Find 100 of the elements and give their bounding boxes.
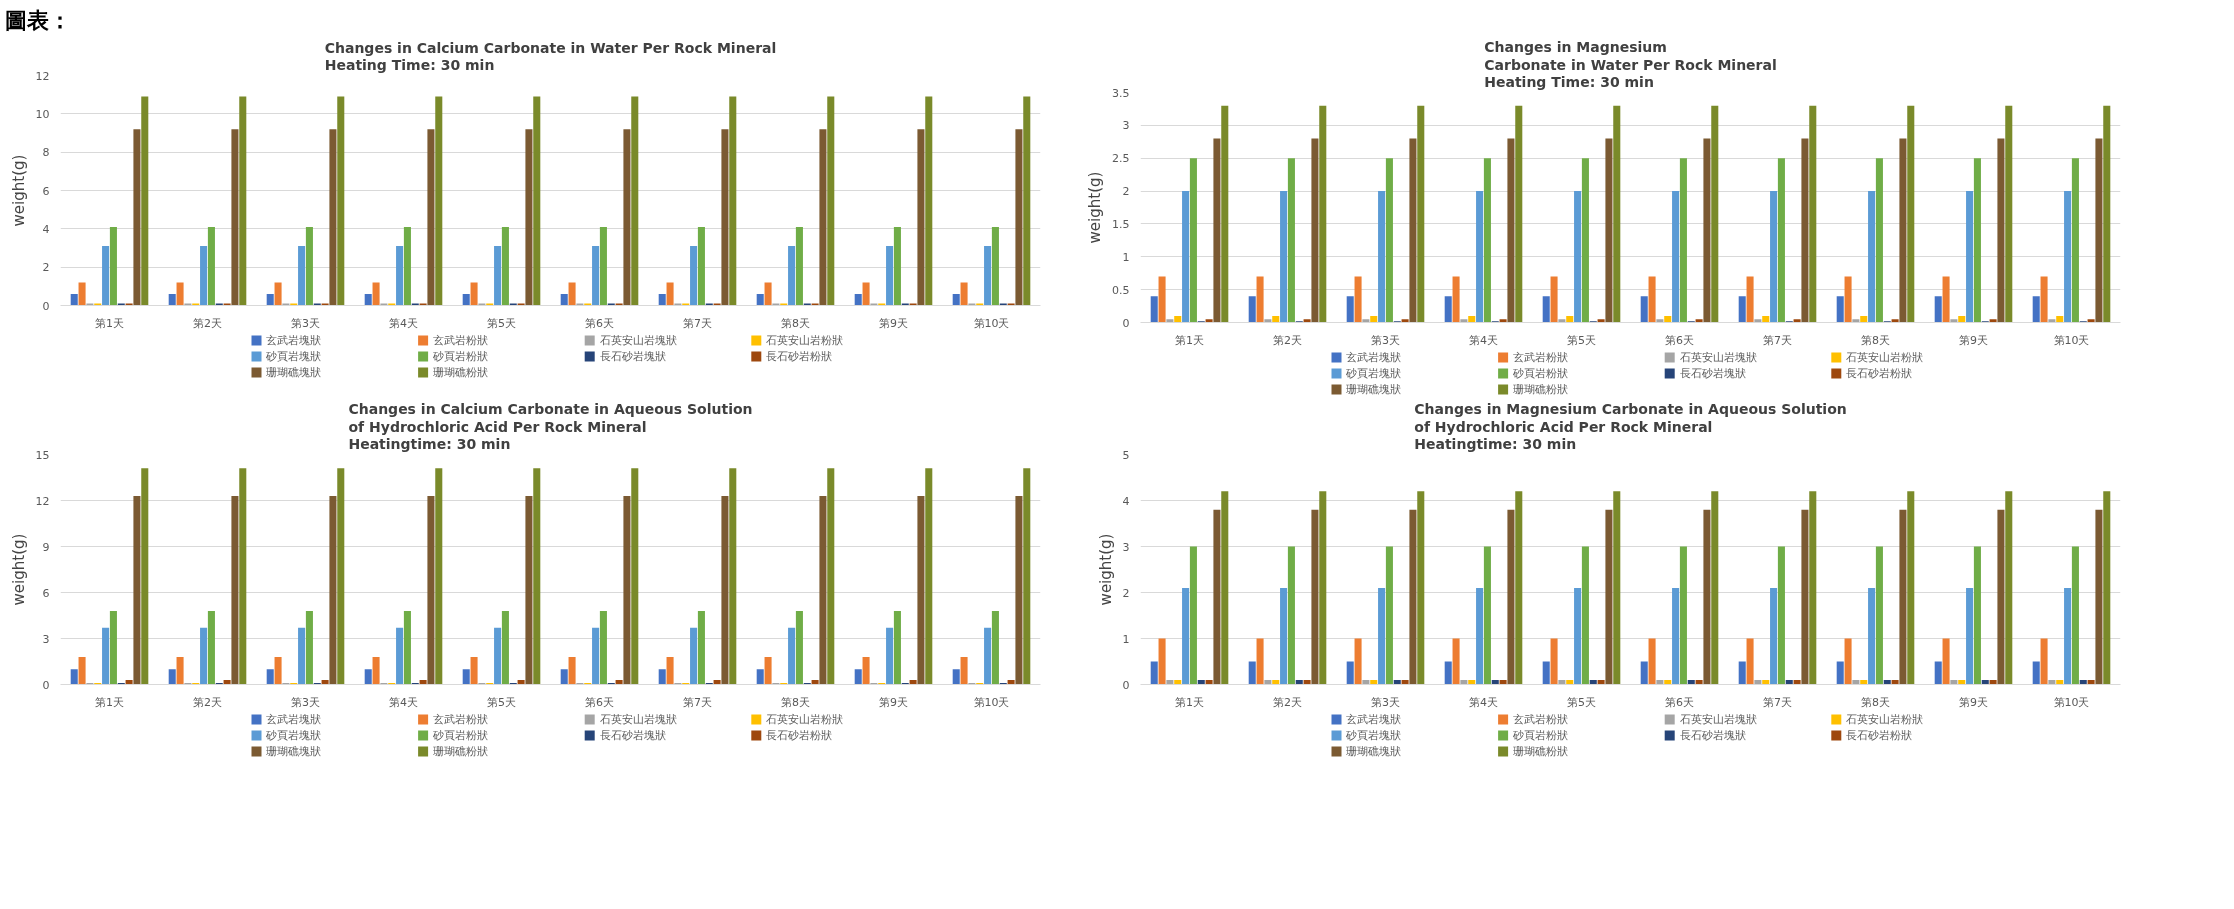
y-tick-label: 9 xyxy=(42,540,50,554)
y-tick-label: 0 xyxy=(1122,316,1130,330)
x-tick-label: 第8天 xyxy=(781,695,810,709)
y-tick-label: 3.5 xyxy=(1112,86,1130,100)
legend-label: 玄武岩塊狀 xyxy=(266,334,322,347)
x-tick-label: 第1天 xyxy=(1175,695,1204,709)
x-tick-label: 第9天 xyxy=(879,695,908,709)
legend-label: 玄武岩塊狀 xyxy=(1346,713,1402,726)
y-axis-title: weight(g) xyxy=(1086,171,1105,244)
y-tick-label: 0 xyxy=(1122,678,1130,692)
y-tick-label: 0 xyxy=(42,299,50,313)
y-axis-title: weight(g) xyxy=(9,533,28,606)
y-tick-label: 5 xyxy=(1122,448,1130,462)
legend-label: 砂頁岩塊狀 xyxy=(1345,367,1402,380)
legend-label: 珊瑚礁塊狀 xyxy=(266,366,322,379)
x-tick-label: 第2天 xyxy=(1273,333,1302,347)
legend-label: 砂頁岩塊狀 xyxy=(1345,729,1402,742)
legend-label: 砂頁岩塊狀 xyxy=(265,350,322,363)
x-tick-label: 第10天 xyxy=(973,316,1010,330)
x-tick-label: 第2天 xyxy=(193,316,222,330)
y-tick-label: 2.5 xyxy=(1112,152,1130,166)
x-tick-label: 第5天 xyxy=(487,695,516,709)
legend-label: 長石砂岩粉狀 xyxy=(766,729,833,742)
legend-label: 長石砂岩塊狀 xyxy=(1679,729,1746,742)
chart-title: Changes in Calcium Carbonate in Aqueous Solution of Hydrochloric Acid Per Rock Mineral Heatingtime: 30 min xyxy=(348,401,753,453)
legend-label: 珊瑚礁粉狀 xyxy=(432,745,488,758)
legend-label: 珊瑚礁粉狀 xyxy=(1512,383,1568,396)
x-tick-label: 第10天 xyxy=(2053,695,2090,709)
x-tick-label: 第4天 xyxy=(1469,695,1498,709)
legend-label: 砂頁岩粉狀 xyxy=(1511,729,1568,742)
legend-label: 珊瑚礁粉狀 xyxy=(1512,745,1568,758)
legend-label: 長石砂岩塊狀 xyxy=(599,350,666,363)
y-axis-title: weight(g) xyxy=(1096,533,1115,606)
y-tick-label: 3 xyxy=(1122,540,1130,554)
x-tick-label: 第6天 xyxy=(585,695,614,709)
y-tick-label: 1 xyxy=(1122,250,1130,264)
legend-label: 長石砂岩塊狀 xyxy=(599,729,666,742)
y-tick-label: 12 xyxy=(35,69,50,83)
legend-label: 石英安山岩塊狀 xyxy=(599,713,677,726)
text: 圖表： xyxy=(5,7,71,35)
x-tick-label: 第2天 xyxy=(193,695,222,709)
x-tick-label: 第1天 xyxy=(95,695,124,709)
y-tick-label: 15 xyxy=(35,448,50,462)
legend-label: 玄武岩粉狀 xyxy=(432,334,488,347)
legend-label: 玄武岩粉狀 xyxy=(432,713,488,726)
x-tick-label: 第6天 xyxy=(585,316,614,330)
legend-label: 珊瑚礁塊狀 xyxy=(266,745,322,758)
x-tick-label: 第7天 xyxy=(683,316,712,330)
legend-label: 珊瑚礁塊狀 xyxy=(1346,383,1402,396)
legend-label: 石英安山岩塊狀 xyxy=(1679,713,1757,726)
y-tick-label: 4 xyxy=(42,222,50,236)
legend-label: 砂頁岩粉狀 xyxy=(431,350,488,363)
x-tick-label: 第3天 xyxy=(291,316,320,330)
y-tick-label: 0 xyxy=(42,678,50,692)
y-tick-label: 0.5 xyxy=(1112,283,1130,297)
legend-label: 石英安山岩粉狀 xyxy=(1846,713,1924,726)
legend-label: 玄武岩粉狀 xyxy=(1512,713,1568,726)
legend-label: 長石砂岩塊狀 xyxy=(1679,367,1746,380)
y-tick-label: 2 xyxy=(42,261,50,275)
x-tick-label: 第8天 xyxy=(781,316,810,330)
x-tick-label: 第3天 xyxy=(1371,695,1400,709)
legend-label: 砂頁岩塊狀 xyxy=(265,729,322,742)
legend-label: 砂頁岩粉狀 xyxy=(1511,367,1568,380)
legend-label: 珊瑚礁粉狀 xyxy=(432,366,488,379)
x-tick-label: 第7天 xyxy=(683,695,712,709)
x-tick-label: 第10天 xyxy=(2053,333,2090,347)
legend-label: 石英安山岩粉狀 xyxy=(766,334,844,347)
x-tick-label: 第9天 xyxy=(1959,333,1988,347)
legend-label: 珊瑚礁塊狀 xyxy=(1346,745,1402,758)
y-tick-label: 3 xyxy=(42,632,50,646)
x-tick-label: 第3天 xyxy=(291,695,320,709)
y-tick-label: 3 xyxy=(1122,119,1130,133)
y-axis-title: weight(g) xyxy=(9,154,28,227)
y-tick-label: 6 xyxy=(42,586,50,600)
legend-label: 長石砂岩粉狀 xyxy=(1846,367,1913,380)
x-tick-label: 第3天 xyxy=(1371,333,1400,347)
y-tick-label: 1 xyxy=(1122,632,1130,646)
legend-label: 玄武岩粉狀 xyxy=(1512,351,1568,364)
y-tick-label: 10 xyxy=(35,107,50,121)
x-tick-label: 第9天 xyxy=(1959,695,1988,709)
y-tick-label: 4 xyxy=(1122,494,1130,508)
legend-label: 石英安山岩塊狀 xyxy=(599,334,677,347)
x-tick-label: 第2天 xyxy=(1273,695,1302,709)
y-tick-label: 1.5 xyxy=(1112,217,1130,231)
chart-title: Changes in Magnesium Carbonate in Aqueous Solution of Hydrochloric Acid Per Rock Mineral Heatingtime: 30 min xyxy=(1414,401,1847,453)
x-tick-label: 第4天 xyxy=(389,316,418,330)
x-tick-label: 第1天 xyxy=(1175,333,1204,347)
x-tick-label: 第4天 xyxy=(1469,333,1498,347)
x-tick-label: 第6天 xyxy=(1665,333,1694,347)
chart-title: Changes in Magnesium Carbonate in Water Per Rock Mineral Heating Time: 30 min xyxy=(1484,39,1777,91)
x-tick-label: 第6天 xyxy=(1665,695,1694,709)
x-tick-label: 第8天 xyxy=(1861,333,1890,347)
x-tick-label: 第7天 xyxy=(1763,333,1792,347)
x-tick-label: 第1天 xyxy=(95,316,124,330)
y-tick-label: 2 xyxy=(1122,185,1130,199)
legend-label: 砂頁岩粉狀 xyxy=(431,729,488,742)
legend-label: 玄武岩塊狀 xyxy=(1346,351,1402,364)
legend-label: 石英安山岩粉狀 xyxy=(1846,351,1924,364)
x-tick-label: 第8天 xyxy=(1861,695,1890,709)
y-tick-label: 12 xyxy=(35,494,50,508)
